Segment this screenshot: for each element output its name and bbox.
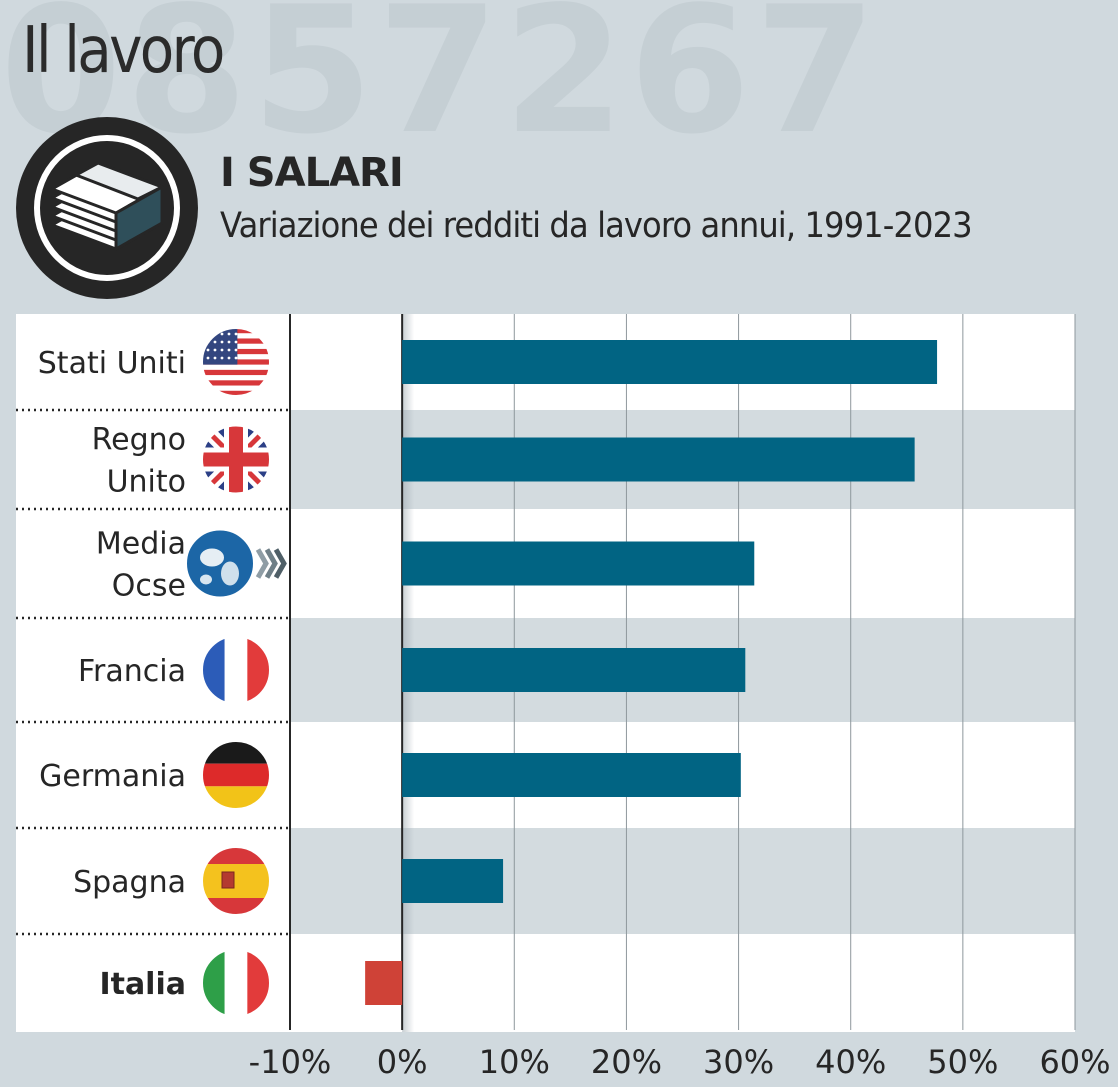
oecd-globe-icon xyxy=(185,528,287,599)
bar xyxy=(402,648,746,692)
chevron-icon xyxy=(255,548,269,579)
spain-flag-icon xyxy=(201,846,271,916)
bar xyxy=(402,437,915,482)
country-label: Unito xyxy=(107,465,186,500)
country-label: Ocse xyxy=(112,569,186,604)
x-tick-label: 30% xyxy=(703,1043,774,1081)
usa-flag-icon xyxy=(201,327,271,397)
x-tick-label: -10% xyxy=(249,1043,332,1081)
country-label: Stati Uniti xyxy=(38,346,186,381)
x-tick-label: 10% xyxy=(479,1043,550,1081)
country-label: Germania xyxy=(39,759,186,794)
bar xyxy=(402,859,504,903)
chevron-icon xyxy=(273,548,287,579)
bar xyxy=(402,753,741,797)
bar xyxy=(365,961,403,1005)
country-label: Spagna xyxy=(73,865,186,900)
germany-flag-icon xyxy=(201,740,271,810)
x-tick-label: 60% xyxy=(1039,1043,1110,1081)
bar xyxy=(402,541,755,586)
country-label: Regno xyxy=(92,423,186,458)
money-stack-icon xyxy=(16,117,198,299)
x-tick-label: 0% xyxy=(377,1043,428,1081)
italy-flag-icon xyxy=(201,948,271,1018)
chart-subtitle: Variazione dei redditi da lavoro annui, … xyxy=(220,206,973,246)
x-tick-label: 40% xyxy=(815,1043,886,1081)
country-label: Italia xyxy=(99,967,186,1002)
x-tick-label: 50% xyxy=(927,1043,998,1081)
bar xyxy=(402,340,938,384)
country-label: Media xyxy=(96,527,186,562)
x-tick-label: 20% xyxy=(591,1043,662,1081)
uk-flag-icon xyxy=(201,424,271,495)
country-label: Francia xyxy=(78,654,186,689)
chevron-icon xyxy=(264,548,278,579)
section-title: Il lavoro xyxy=(22,14,225,88)
chart-title: I SALARI xyxy=(220,150,404,196)
france-flag-icon xyxy=(201,635,271,705)
